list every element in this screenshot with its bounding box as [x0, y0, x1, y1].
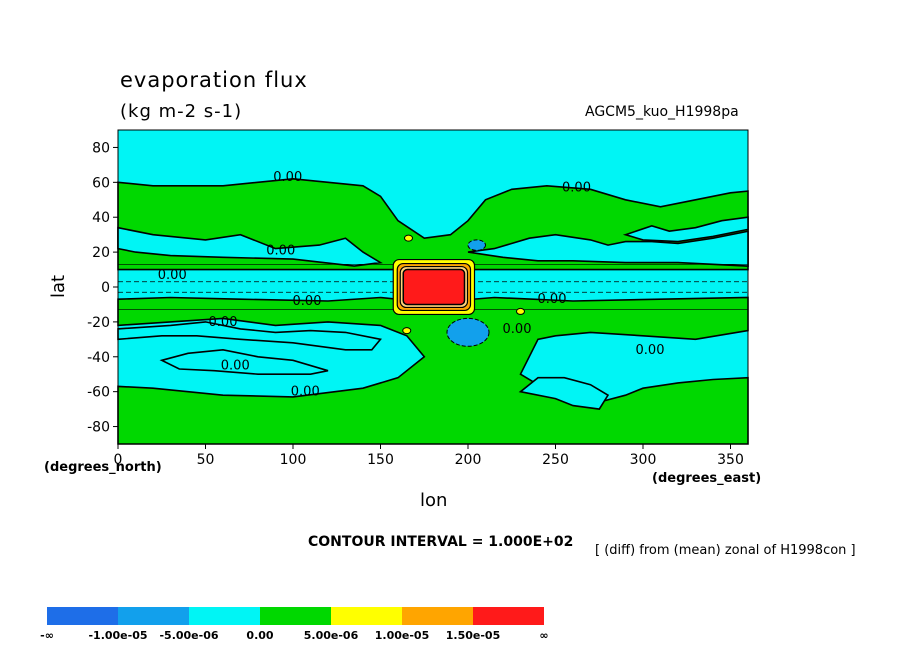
y-tick-label: 80	[92, 140, 110, 156]
colorbar-label: 0.00	[246, 629, 273, 642]
colorbar-swatch	[189, 607, 260, 625]
y-tick-label: 20	[92, 245, 110, 261]
contour-label: 0.00	[221, 359, 250, 374]
contour-interval: CONTOUR INTERVAL = 1.000E+02	[308, 534, 574, 550]
contour-label: 0.00	[291, 385, 320, 400]
colorbar-swatch	[47, 607, 118, 625]
x-tick-label: 300	[630, 452, 657, 468]
y-tick-label: -80	[87, 420, 110, 436]
x-tick-label: 150	[367, 452, 394, 468]
negative-region	[159, 348, 329, 376]
x-tick-label: 0	[114, 452, 123, 468]
y-tick-label: 40	[92, 210, 110, 226]
negative-region	[467, 230, 749, 267]
negative-region	[117, 226, 383, 267]
contour-label: 0.00	[266, 243, 295, 258]
colorbar-label: -5.00e-06	[159, 629, 218, 642]
negative-region	[518, 376, 610, 410]
positive-spot	[516, 307, 525, 315]
y-tick-label: -20	[87, 315, 110, 331]
x-tick-label: 350	[717, 452, 744, 468]
contour-label: 0.00	[562, 181, 591, 196]
positive-spot	[404, 234, 413, 242]
colorbar-swatch	[260, 607, 331, 625]
x-tick-label: 50	[197, 452, 215, 468]
chart-title: evaporation flux	[120, 68, 308, 92]
contour-label: 0.00	[273, 170, 302, 185]
contour-label: 0.00	[209, 315, 238, 330]
y-tick-label: -60	[87, 385, 110, 401]
x-tick-label: 200	[455, 452, 482, 468]
y-axis-units: (degrees_north)	[44, 460, 162, 475]
x-tick-label: 250	[542, 452, 569, 468]
colorbar-label: 5.00e-06	[304, 629, 359, 642]
colorbar-label: ∞	[539, 629, 548, 642]
contour-label: 0.00	[538, 292, 567, 307]
x-tick-label: 100	[280, 452, 307, 468]
contour-label: 0.00	[158, 268, 187, 283]
colorbar-swatch	[402, 607, 473, 625]
negative-blob	[446, 317, 490, 347]
y-tick-label: 60	[92, 175, 110, 191]
colorbar-label: 1.00e-05	[375, 629, 429, 642]
negative-blob	[467, 239, 486, 251]
colorbar-label: 1.50e-05	[446, 629, 500, 642]
diff-note: [ (diff) from (mean) zonal of H1998con ]	[595, 543, 856, 558]
model-name: AGCM5_kuo_H1998pa	[585, 104, 739, 120]
x-axis-units: (degrees_east)	[652, 471, 762, 486]
positive-spot	[402, 327, 412, 335]
colorbar-swatch	[331, 607, 402, 625]
y-tick-label: 0	[101, 280, 110, 296]
negative-region	[117, 321, 382, 351]
contour-label: 0.00	[293, 294, 322, 309]
colorbar-swatch	[118, 607, 189, 625]
contour-label: 0.00	[503, 322, 532, 337]
max-region	[402, 268, 466, 306]
contour-label: 0.00	[636, 343, 665, 358]
colorbar-swatch	[473, 607, 544, 625]
x-axis-label: lon	[420, 490, 448, 511]
y-tick-label: -40	[87, 350, 110, 366]
chart-units: (kg m-2 s-1)	[120, 101, 243, 122]
colorbar-label: -1.00e-05	[88, 629, 147, 642]
colorbar-label: -∞	[40, 629, 54, 642]
